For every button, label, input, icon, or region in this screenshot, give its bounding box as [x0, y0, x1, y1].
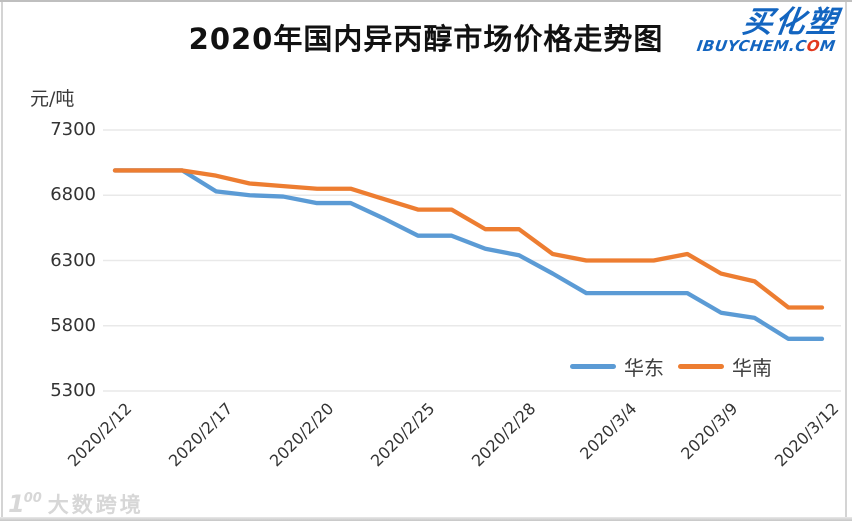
y-tick-label: 6800 [50, 184, 96, 206]
legend-label: 华东 [624, 356, 664, 380]
series-line-华南 [112, 168, 825, 310]
frame-right-border [845, 2, 847, 521]
y-tick-label: 5300 [50, 380, 96, 401]
chart-legend: 华东 华南 [570, 352, 772, 381]
chart-title: 2020年国内异丙醇市场价格走势图 [188, 22, 664, 56]
y-tick-label: 5800 [50, 314, 96, 336]
y-tick-label: 7300 [50, 119, 96, 140]
legend-line-swatch [678, 364, 724, 369]
series-line-华东 [112, 168, 825, 341]
frame-left-border [1, 2, 3, 521]
watermark: 100 大数跨境 [8, 489, 144, 519]
legend-item-华东: 华东 [570, 352, 664, 381]
legend-item-华南: 华南 [678, 352, 772, 381]
legend-line-swatch [570, 364, 616, 369]
legend-label: 华南 [732, 356, 772, 380]
frame-bottom-border [0, 517, 852, 521]
watermark-logo-icon: 100 [8, 490, 42, 518]
watermark-text: 大数跨境 [47, 493, 144, 517]
y-axis-unit-label: 元/吨 [30, 88, 75, 110]
frame-top-border [0, 0, 852, 2]
y-tick-label: 6300 [50, 249, 96, 271]
